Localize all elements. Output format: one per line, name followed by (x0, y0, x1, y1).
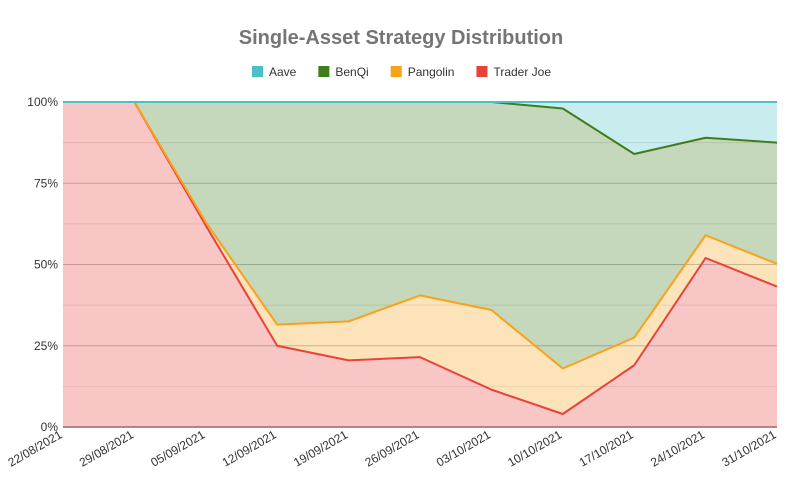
x-axis-ticks: 22/08/2021 29/08/2021 05/09/2021 12/09/2021… (5, 427, 778, 469)
legend: Aave BenQi Pangolin Trader Joe (252, 65, 551, 79)
x-tick-label: 24/10/2021 (648, 427, 707, 469)
y-axis-ticks: 0% 25% 50% 75% 100% (27, 95, 58, 434)
legend-swatch (476, 66, 488, 77)
legend-item-benqi: BenQi (318, 65, 369, 79)
x-tick-label: 03/10/2021 (434, 427, 493, 469)
legend-swatch (318, 66, 330, 77)
legend-label: Pangolin (408, 65, 455, 79)
legend-item-pangolin: Pangolin (390, 65, 455, 79)
area-aave (63, 102, 777, 154)
series-lines (63, 101, 778, 415)
legend-item-trader-joe: Trader Joe (476, 65, 551, 79)
legend-item-aave: Aave (252, 65, 297, 79)
y-tick-label: 50% (34, 258, 58, 272)
chart-title: Single-Asset Strategy Distribution (239, 27, 564, 49)
area-trader-joe (63, 102, 777, 427)
x-tick-label: 29/08/2021 (77, 427, 136, 469)
legend-swatch (252, 66, 263, 77)
legend-label: BenQi (335, 65, 368, 79)
x-tick-label: 26/09/2021 (362, 427, 421, 469)
legend-swatch (390, 66, 402, 77)
area-series (63, 102, 777, 427)
line-trader-joe (63, 101, 778, 415)
x-tick-label: 22/08/2021 (5, 427, 64, 469)
x-tick-label: 17/10/2021 (577, 427, 636, 469)
x-tick-label: 12/09/2021 (220, 427, 279, 469)
legend-label: Aave (269, 65, 297, 79)
x-tick-label: 19/09/2021 (291, 427, 350, 469)
y-tick-label: 25% (34, 339, 58, 353)
x-tick-label: 10/10/2021 (505, 427, 564, 469)
y-tick-label: 75% (34, 176, 58, 190)
legend-label: Trader Joe (493, 65, 551, 79)
y-tick-label: 0% (41, 420, 59, 434)
area-benqi (63, 102, 777, 369)
x-tick-label: 31/10/2021 (719, 427, 778, 469)
x-tick-label: 05/09/2021 (148, 427, 207, 469)
line-pangolin (63, 101, 778, 370)
area-pangolin (63, 102, 777, 414)
y-tick-label: 100% (27, 95, 58, 109)
